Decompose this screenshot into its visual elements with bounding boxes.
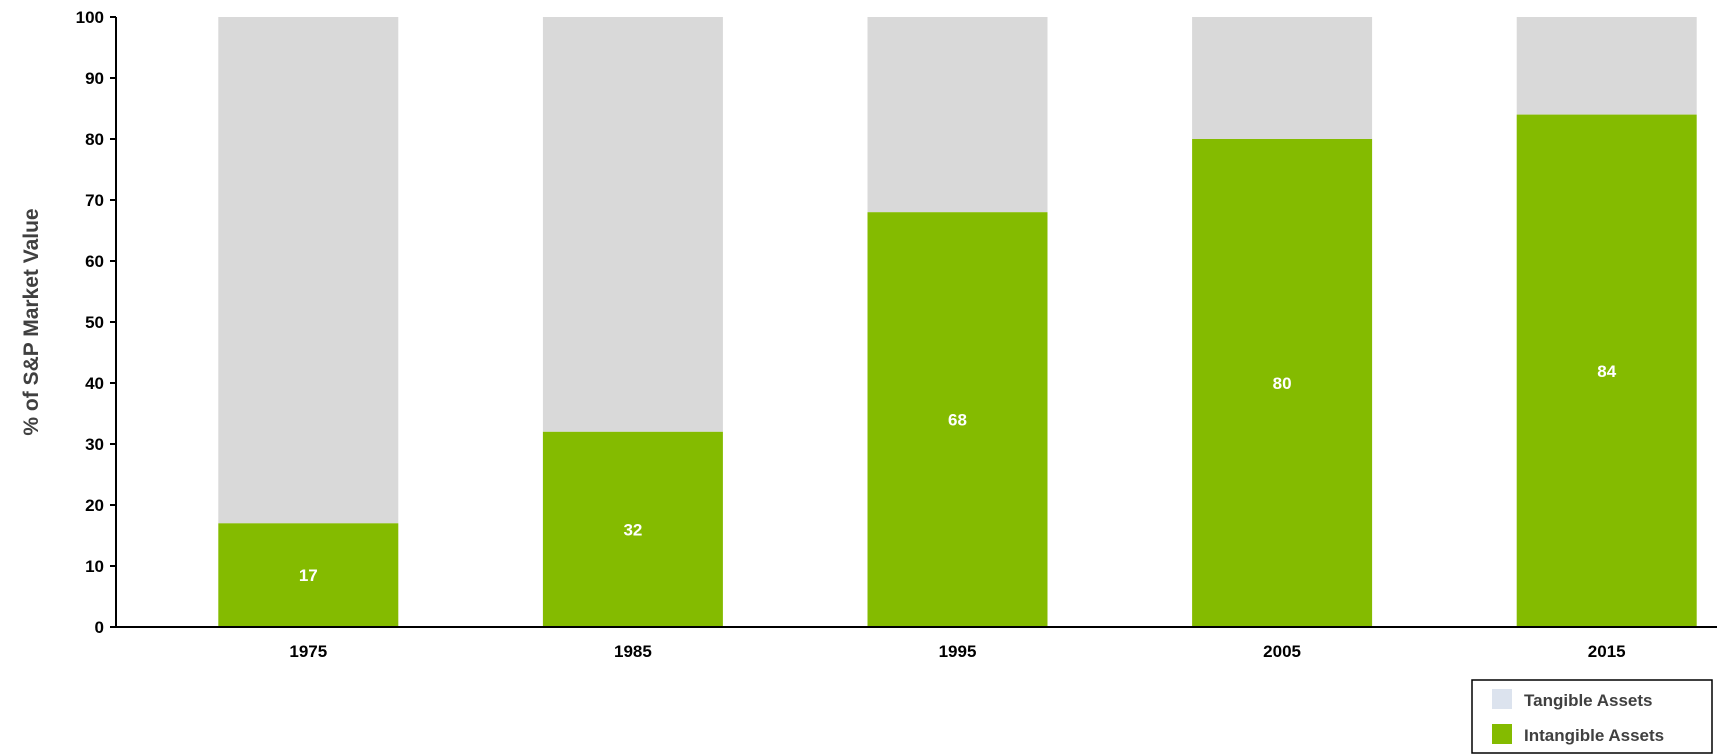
x-tick-label-2005: 2005 (1263, 642, 1301, 661)
y-tick-labels: 0 10 20 30 40 50 60 70 80 90 100 (76, 8, 116, 637)
bar-intangible-2015 (1516, 114, 1697, 628)
data-label-2005: 80 (1273, 374, 1292, 393)
y-tick-label-70: 70 (85, 191, 104, 210)
bar-tangible-2015 (1516, 17, 1697, 115)
y-tick-label-0: 0 (95, 618, 104, 637)
legend-swatch-tangible (1492, 689, 1512, 709)
bar-intangible-1995 (867, 212, 1048, 627)
data-labels-layer: 17 32 68 80 84 (299, 362, 1617, 585)
y-tick-label-10: 10 (85, 557, 104, 576)
bar-tangible-2005 (1192, 17, 1373, 139)
bar-intangible-2005 (1192, 139, 1373, 627)
data-label-1995: 68 (948, 411, 967, 430)
data-label-1975: 17 (299, 566, 318, 585)
bar-intangible-1985 (542, 431, 723, 627)
y-tick-label-80: 80 (85, 130, 104, 149)
bar-intangible-1975 (218, 523, 399, 627)
legend-swatch-intangible (1492, 724, 1512, 744)
legend: Tangible Assets Intangible Assets (1471, 679, 1713, 754)
bar-tangible-1985 (542, 17, 723, 432)
y-tick-label-100: 100 (76, 8, 104, 27)
y-tick-label-30: 30 (85, 435, 104, 454)
bar-tangible-1995 (867, 17, 1048, 213)
x-tick-label-2015: 2015 (1588, 642, 1626, 661)
y-tick-label-40: 40 (85, 374, 104, 393)
x-tick-label-1995: 1995 (939, 642, 977, 661)
legend-label-tangible: Tangible Assets (1524, 691, 1652, 710)
y-tick-label-50: 50 (85, 313, 104, 332)
y-tick-label-60: 60 (85, 252, 104, 271)
x-tick-label-1975: 1975 (289, 642, 327, 661)
bars-layer (218, 17, 1697, 628)
bar-tangible-1975 (218, 17, 399, 524)
data-label-2015: 84 (1597, 362, 1616, 381)
y-tick-label-90: 90 (85, 69, 104, 88)
x-tick-labels: 1975 1985 1995 2005 2015 (289, 642, 1625, 661)
x-tick-label-1985: 1985 (614, 642, 652, 661)
legend-label-intangible: Intangible Assets (1524, 726, 1664, 745)
data-label-1985: 32 (623, 520, 642, 539)
y-tick-label-20: 20 (85, 496, 104, 515)
y-axis-title: % of S&P Market Value (20, 208, 43, 435)
